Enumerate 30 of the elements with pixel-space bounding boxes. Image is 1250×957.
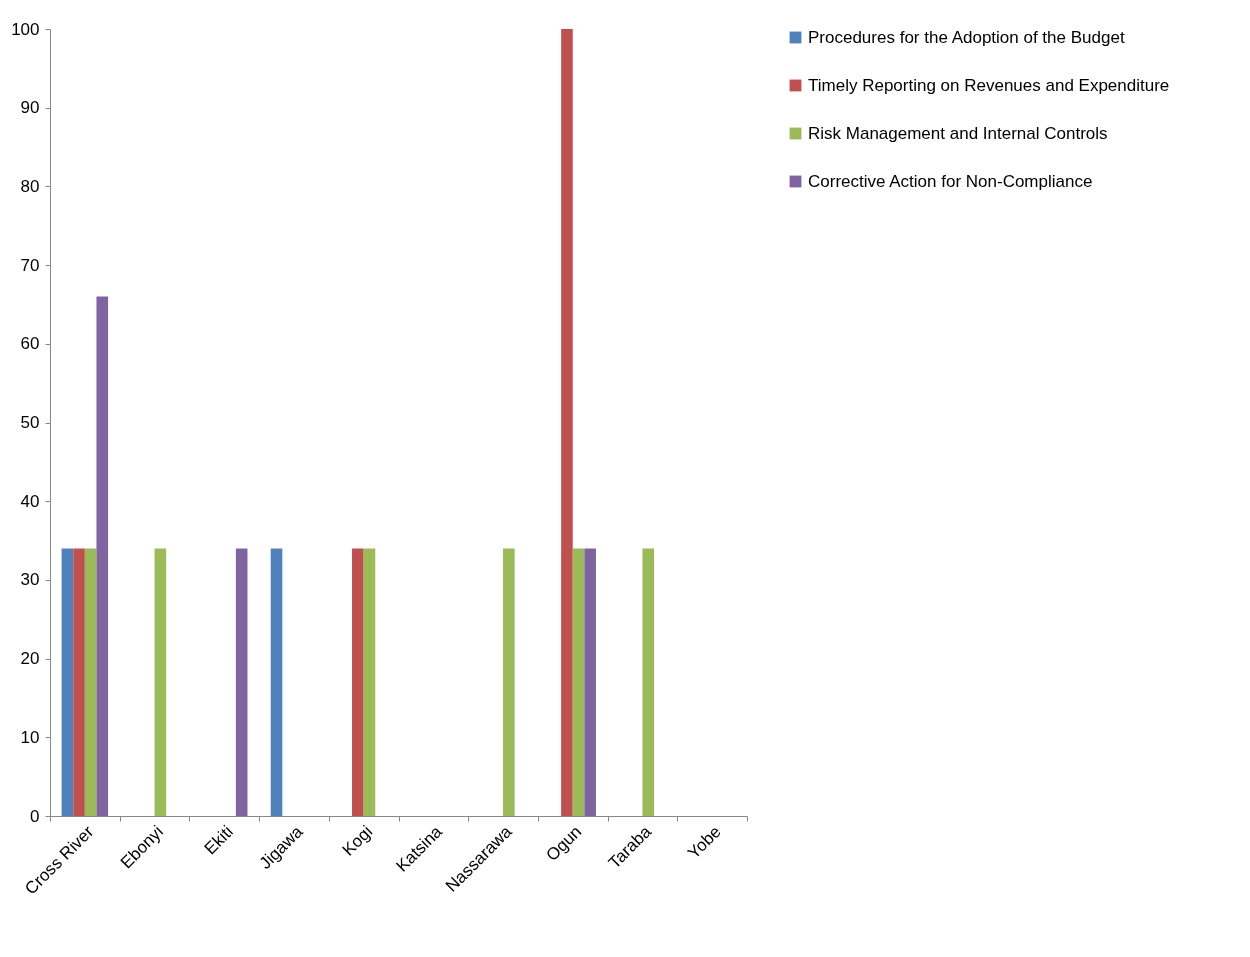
y-tick-label: 30 [20,570,40,590]
bar [61,548,74,816]
bar [235,548,248,816]
bar [572,548,585,816]
bar [352,548,364,816]
bar [363,548,376,816]
legend-label: Procedures for the Adoption of the Budget [808,27,1125,47]
bar [73,548,85,816]
y-tick-label: 0 [30,806,40,826]
y-tick-label: 20 [20,649,40,669]
y-tick-label: 60 [20,334,40,354]
y-tick-label: 40 [20,491,40,511]
y-tick-label: 90 [20,98,40,118]
y-tick-label: 100 [11,19,40,39]
legend-label: Timely Reporting on Revenues and Expenditure [808,75,1170,95]
bar [270,548,283,816]
x-tick-label: Yobe [684,822,725,863]
y-tick-label: 70 [20,255,40,275]
legend-label: Risk Management and Internal Controls [808,123,1108,143]
legend-label: Corrective Action for Non-Compliance [808,171,1093,191]
bar [584,548,596,816]
bar [503,548,515,816]
bar [154,548,167,816]
y-tick-label: 10 [20,727,40,747]
bar [642,548,655,816]
y-tick-label: 80 [20,176,40,196]
bar [96,296,109,816]
bar [561,29,573,816]
y-tick-label: 50 [20,413,40,432]
bar [84,548,97,816]
